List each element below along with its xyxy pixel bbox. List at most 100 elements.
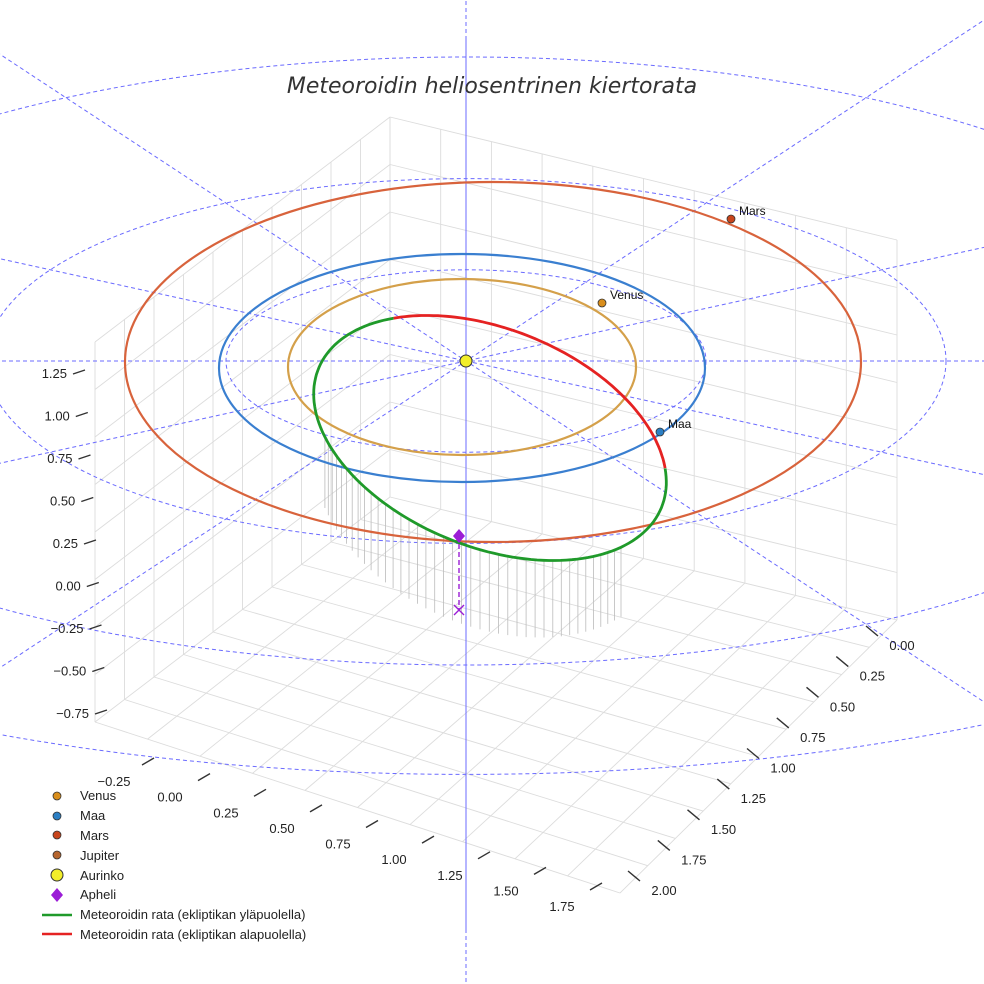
z-tick-mark	[72, 369, 86, 375]
legend-label: Maa	[80, 808, 106, 824]
y-tick-label: 2.00	[651, 883, 676, 898]
legend-symbol	[38, 786, 76, 805]
x-tick-mark	[141, 757, 155, 766]
legend-label: Meteoroidin rata (ekliptikan yläpuolella…	[80, 907, 306, 923]
legend-symbol	[38, 925, 76, 944]
legend-symbol	[38, 885, 76, 904]
legend-item: Jupiter	[38, 845, 306, 865]
sun-marker	[459, 354, 473, 368]
wall-gridline	[389, 449, 898, 573]
y-tick-label: 1.25	[741, 791, 766, 806]
z-tick-label: 0.50	[50, 494, 75, 509]
x-tick-label: 0.75	[325, 837, 350, 852]
orbit-venus	[286, 277, 638, 457]
legend-item: Mars	[38, 826, 306, 846]
chart-title: Meteoroidin heliosentrinen kiertorata	[286, 74, 698, 99]
y-tick-mark	[776, 717, 790, 729]
x-tick-mark	[421, 835, 435, 844]
legend-dot	[52, 831, 62, 840]
ticks-layer: −0.25 0.00 0.25 0.50 0.75 1.00 1.25 1.50 1.75 0.0…	[42, 366, 915, 914]
legend-diamond	[51, 887, 63, 902]
legend-sun	[50, 868, 64, 882]
x-tick-label: −0.25	[98, 774, 131, 789]
x-tick-label: 1.00	[381, 852, 406, 867]
legend-label: Mars	[80, 827, 109, 843]
wall-gridline	[94, 449, 391, 675]
floor-gridline	[330, 541, 842, 676]
wall-gridline	[389, 306, 898, 431]
z-tick-mark	[89, 624, 102, 630]
planet-label-maa: Maa	[668, 417, 692, 431]
legend-symbol	[38, 846, 76, 865]
x-tick-label: 0.50	[269, 821, 294, 836]
y-tick-mark	[657, 839, 671, 851]
legend-dot	[52, 791, 62, 801]
meteoroid-orbit-below	[393, 314, 667, 469]
wall-gridline	[94, 401, 391, 628]
legend-label: Aurinko	[80, 867, 125, 883]
legend-label: Apheli	[80, 887, 117, 903]
wall-gridline	[94, 259, 391, 485]
legend-dot	[52, 811, 62, 821]
floor-gridline	[242, 609, 759, 757]
wall-gridline	[389, 354, 898, 478]
wall-gridline	[389, 116, 898, 241]
legend-item: Apheli	[38, 885, 306, 905]
drop-lines-layer	[324, 436, 622, 638]
aphelion-marker	[453, 529, 465, 543]
y-tick-mark	[865, 625, 879, 637]
x-tick-mark	[589, 882, 603, 891]
floor-gridline	[409, 570, 695, 825]
floor-gridline	[567, 607, 847, 877]
wall-gridline	[389, 211, 898, 336]
x-tick-label: 1.50	[493, 883, 518, 898]
aphelion-projection-marker	[453, 604, 465, 616]
meteoroid-orbit-above	[312, 316, 668, 562]
wall-gridline	[94, 211, 391, 438]
legend-item: Meteoroidin rata (ekliptikan yläpuolella…	[38, 905, 306, 925]
grid-layer	[94, 116, 898, 894]
x-tick-mark	[309, 804, 323, 813]
z-tick-mark	[81, 496, 94, 503]
z-tick-mark	[75, 411, 89, 418]
y-tick-label: 0.25	[860, 669, 885, 684]
wall-gridline	[389, 401, 898, 526]
z-tick-label: 0.25	[53, 536, 78, 551]
floor-gridline	[514, 595, 796, 860]
z-tick-label: 0.75	[47, 451, 72, 466]
wall-gridline	[94, 354, 391, 580]
floor-gridline	[462, 582, 746, 843]
z-tick-mark	[94, 709, 108, 715]
x-tick-label: 1.75	[549, 899, 574, 914]
x-tick-mark	[533, 866, 547, 876]
y-tick-mark	[806, 686, 819, 698]
z-tick-mark	[92, 666, 105, 673]
x-tick-mark	[365, 819, 379, 829]
legend-item: Aurinko	[38, 865, 306, 885]
y-tick-mark	[716, 778, 730, 790]
wall-gridline	[94, 164, 391, 390]
legend-label: Venus	[80, 788, 117, 804]
z-tick-label: 0.00	[55, 579, 80, 594]
legend-symbol	[38, 866, 76, 885]
orbits-layer	[123, 180, 863, 562]
z-tick-label: 1.25	[42, 366, 67, 381]
floor-gridline	[271, 586, 787, 730]
planet-maa	[655, 427, 665, 437]
y-tick-label: 0.75	[800, 730, 825, 745]
x-tick-label: 0.25	[213, 805, 238, 820]
z-tick-label: −0.25	[51, 621, 84, 636]
x-tick-mark	[197, 772, 211, 782]
z-tick-label: 1.00	[44, 409, 69, 424]
floor-gridline	[301, 564, 815, 703]
legend-symbol	[38, 826, 76, 845]
orbit-mars	[123, 180, 863, 544]
z-tick-mark	[86, 581, 100, 588]
legend-label: Meteoroidin rata (ekliptikan alapuolella…	[80, 926, 307, 942]
ecliptic-circle	[0, 723, 984, 775]
y-tick-mark	[627, 870, 641, 882]
x-tick-label: 1.25	[437, 868, 462, 883]
y-tick-label: 0.00	[889, 638, 914, 653]
z-tick-label: −0.50	[53, 664, 86, 679]
